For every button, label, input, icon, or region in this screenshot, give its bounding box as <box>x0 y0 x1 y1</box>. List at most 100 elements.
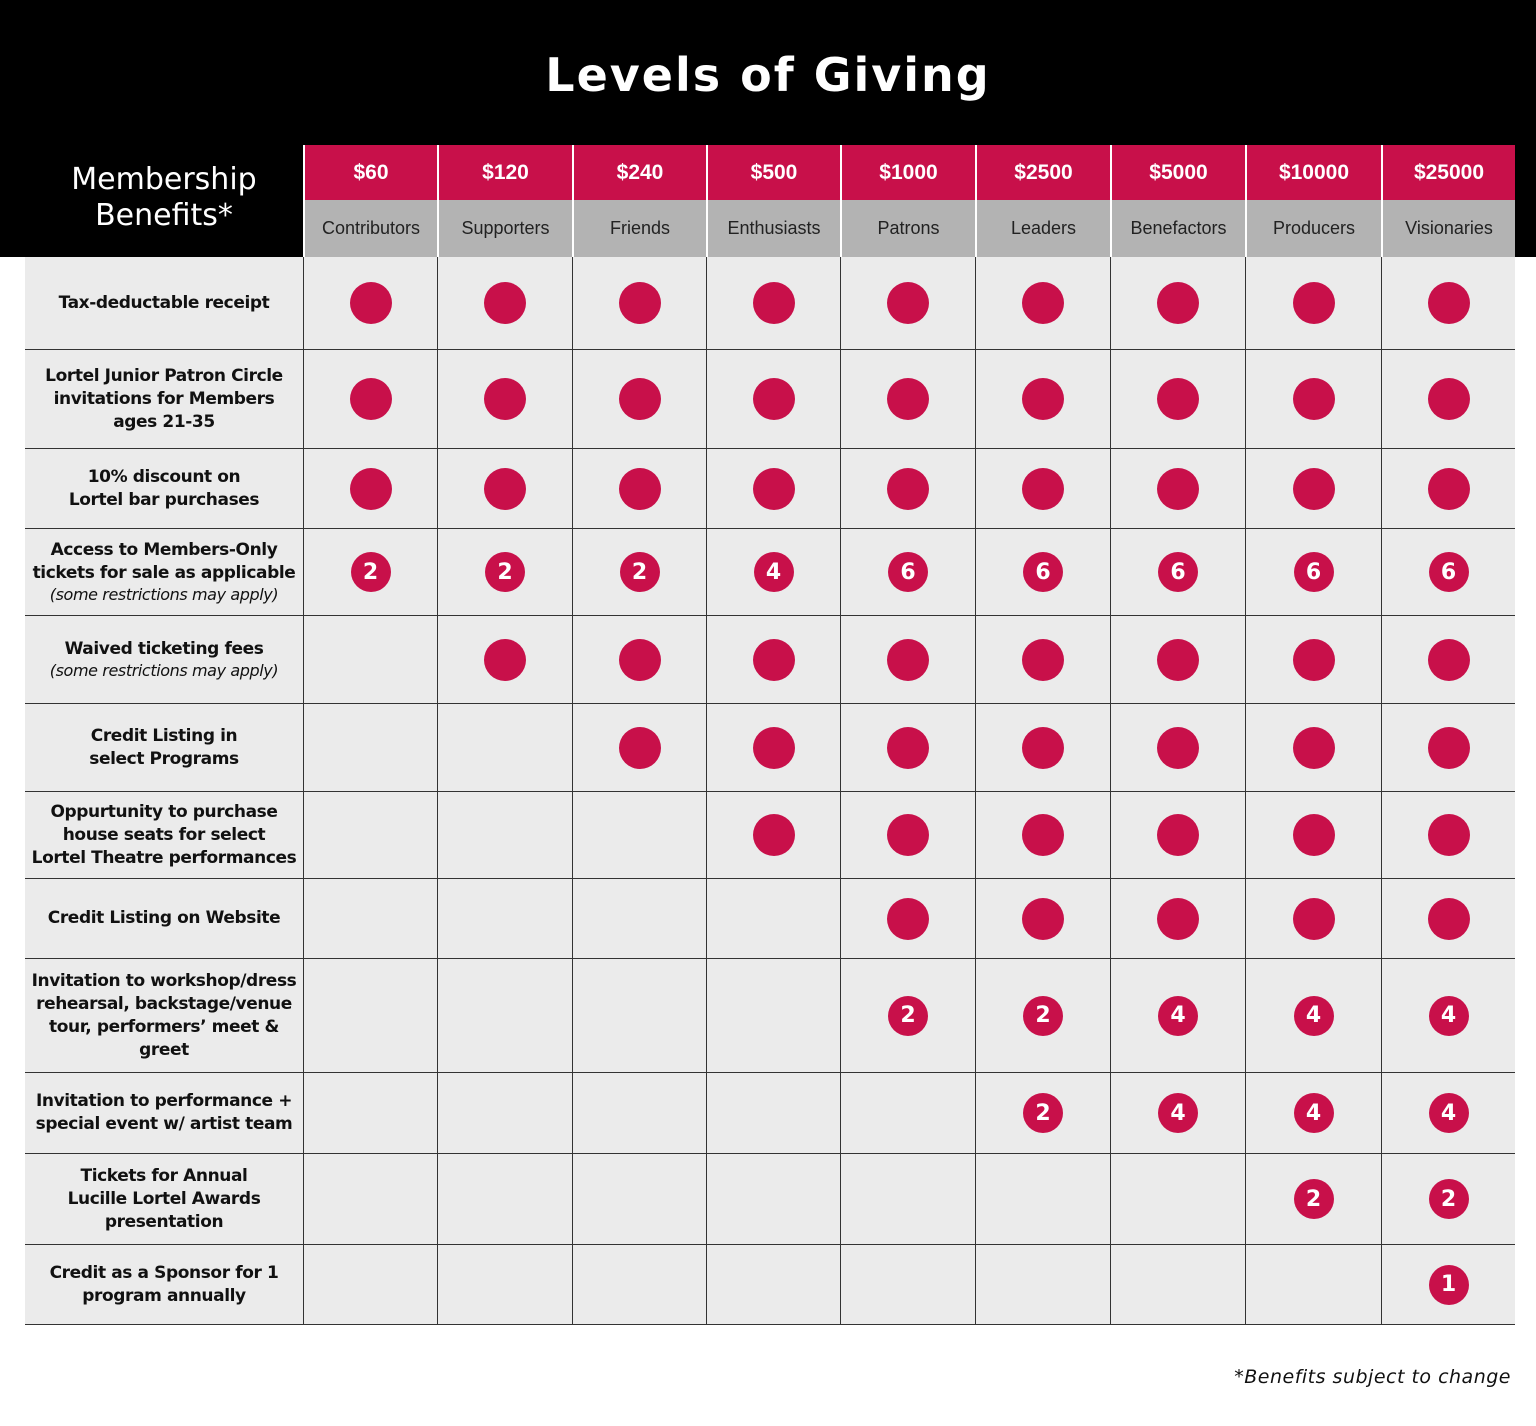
benefit-cell <box>1110 1245 1245 1325</box>
included-dot <box>752 638 795 681</box>
quantity-badge: 2 <box>888 995 928 1036</box>
benefit-cell <box>303 616 437 704</box>
benefit-cell <box>1381 616 1515 704</box>
quantity-badge: 4 <box>1158 1093 1198 1133</box>
benefit-label: Credit as a Sponsor for 1 program annuall… <box>25 1245 303 1325</box>
benefit-cell <box>840 449 975 529</box>
included-dot <box>752 467 795 510</box>
benefit-cell <box>303 879 437 959</box>
included-dot <box>618 378 661 420</box>
benefit-cell <box>840 1245 975 1325</box>
benefit-cell <box>1245 449 1381 529</box>
included-dot <box>887 638 929 681</box>
level-amount: $5000 <box>1110 145 1245 200</box>
benefit-cell: 6 <box>1381 529 1515 616</box>
benefit-label: Access to Members-Only tickets for sale a… <box>25 529 303 616</box>
benefit-cell: 6 <box>975 529 1110 616</box>
included-dot <box>1292 726 1335 769</box>
benefit-cell <box>303 257 437 350</box>
benefit-label: Credit Listing in select Programs <box>25 704 303 792</box>
benefit-cell <box>975 704 1110 792</box>
benefit-cell <box>1110 704 1245 792</box>
included-dot <box>484 282 526 324</box>
level-amount: $120 <box>437 145 572 200</box>
benefit-cell <box>706 879 840 959</box>
benefit-cell <box>975 257 1110 350</box>
title: Levels of Giving <box>545 48 991 102</box>
label-line: Lortel Junior Patron Circle <box>45 365 283 386</box>
included-dot <box>1157 638 1199 681</box>
benefit-cell <box>1245 704 1381 792</box>
benefit-cell: 6 <box>1245 529 1381 616</box>
benefit-cell <box>840 616 975 704</box>
benefit-cell <box>1110 1154 1245 1245</box>
quantity-badge: 6 <box>888 552 928 592</box>
benefit-cell: 4 <box>1110 959 1245 1073</box>
benefit-cell <box>1381 879 1515 959</box>
quantity-badge: 2 <box>350 552 391 592</box>
quantity-badge: 4 <box>1428 995 1469 1036</box>
benefit-label: Waived ticketing fees (some restrictions … <box>25 616 303 704</box>
included-dot <box>618 638 661 681</box>
included-dot <box>887 378 929 420</box>
benefit-cell <box>303 1154 437 1245</box>
included-dot <box>1427 897 1470 940</box>
included-dot <box>484 378 526 420</box>
level-name: Enthusiasts <box>706 200 840 257</box>
label-line: Lucille Lortel Awards <box>67 1188 261 1209</box>
benefit-cell <box>840 879 975 959</box>
benefit-cell <box>1245 879 1381 959</box>
benefit-cell <box>975 449 1110 529</box>
included-dot <box>618 467 661 510</box>
benefit-label: Invitation to performance + special event… <box>25 1073 303 1154</box>
benefit-cell <box>1245 792 1381 879</box>
benefit-cell <box>572 704 706 792</box>
included-dot <box>618 726 661 769</box>
quantity-badge: 2 <box>1023 995 1063 1036</box>
included-dot <box>1427 814 1470 856</box>
label-line: Invitation to performance + <box>35 1091 293 1111</box>
included-dot <box>349 378 392 420</box>
included-dot <box>1292 638 1335 681</box>
benefit-cell <box>840 704 975 792</box>
quantity-badge: 4 <box>1158 995 1198 1036</box>
benefit-cell: 6 <box>1110 529 1245 616</box>
included-dot <box>1292 378 1335 420</box>
benefit-cell <box>437 616 572 704</box>
level-amount: $240 <box>572 145 706 200</box>
level-amount: $500 <box>706 145 840 200</box>
included-dot <box>484 638 526 681</box>
benefit-cell <box>840 1154 975 1245</box>
benefit-cell <box>706 449 840 529</box>
included-dot <box>1157 726 1199 769</box>
included-dot <box>1427 726 1470 769</box>
included-dot <box>1292 897 1335 940</box>
quantity-badge: 2 <box>1023 1093 1063 1133</box>
included-dot <box>1022 897 1064 940</box>
included-dot <box>887 897 929 940</box>
benefit-cell <box>840 1073 975 1154</box>
quantity-badge: 6 <box>1428 552 1469 592</box>
benefit-label: Credit Listing on Website <box>25 879 303 959</box>
benefit-label: Oppurtunity to purchase house seats for s… <box>25 792 303 879</box>
benefit-label: Lortel Junior Patron Circle invitations f… <box>25 350 303 449</box>
included-dot <box>1427 638 1470 681</box>
benefit-cell: 4 <box>1381 1073 1515 1154</box>
benefit-cell <box>975 350 1110 449</box>
benefit-label: Tax-deductable receipt <box>25 257 303 350</box>
benefit-cell <box>437 257 572 350</box>
benefit-cell <box>1245 1245 1381 1325</box>
benefit-cell <box>706 959 840 1073</box>
level-amount: $1000 <box>840 145 975 200</box>
included-dot <box>752 378 795 420</box>
benefit-cell <box>437 704 572 792</box>
benefit-cell: 2 <box>975 1073 1110 1154</box>
included-dot <box>1157 897 1199 940</box>
benefit-cell: 2 <box>437 529 572 616</box>
label-line: program annually <box>82 1285 246 1306</box>
label-line: tickets for sale as applicable <box>32 563 296 583</box>
benefit-cell <box>840 792 975 879</box>
footnote: *Benefits subject to change <box>1234 1366 1511 1388</box>
included-dot <box>752 814 795 856</box>
benefit-cell <box>303 792 437 879</box>
